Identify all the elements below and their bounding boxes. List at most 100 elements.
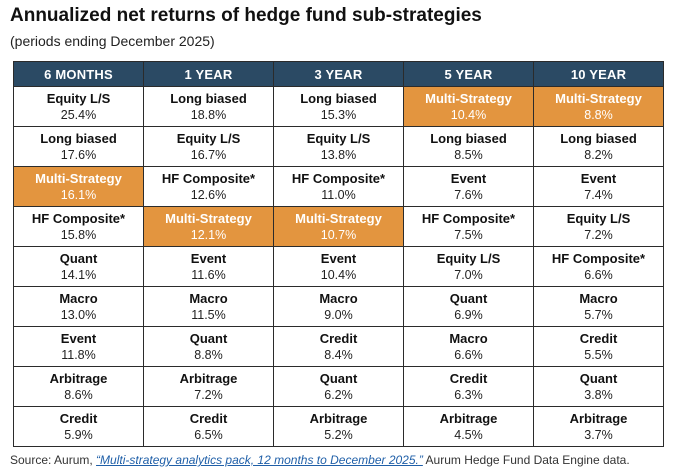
return-value: 13.0%: [60, 308, 97, 322]
return-value: 7.2%: [584, 228, 613, 242]
source-link[interactable]: “Multi-strategy analytics pack, 12 month…: [96, 453, 423, 467]
return-value: 7.2%: [194, 388, 223, 402]
source-prefix: Source: Aurum,: [10, 453, 97, 467]
column-header: 10 YEAR: [533, 61, 664, 87]
strategy-name: Macro: [579, 291, 618, 306]
table-cell: Event 11.6%: [143, 246, 274, 287]
strategy-name: Multi-Strategy: [555, 91, 642, 106]
strategy-name: Long biased: [300, 91, 377, 106]
strategy-name: Event: [60, 331, 97, 346]
return-value: 3.8%: [584, 388, 613, 402]
table-cell: Quant 6.9%: [403, 286, 534, 327]
return-value: 15.3%: [320, 108, 357, 122]
table-cell: Event 7.4%: [533, 166, 664, 207]
return-value: 18.8%: [190, 108, 227, 122]
table-cell: Macro 5.7%: [533, 286, 664, 327]
strategy-name: Arbitrage: [49, 371, 108, 386]
return-value: 8.2%: [584, 148, 613, 162]
table-row: Multi-Strategy 16.1% HF Composite* 12.6% HF …: [13, 166, 664, 207]
strategy-name: HF Composite*: [161, 171, 256, 186]
strategy-name: HF Composite*: [551, 251, 646, 266]
table-row: Long biased 17.6% Equity L/S 16.7% Equity L/…: [13, 126, 664, 167]
strategy-name: Event: [320, 251, 357, 266]
column-header: 6 MONTHS: [13, 61, 144, 87]
return-value: 6.5%: [194, 428, 223, 442]
table-row: HF Composite* 15.8% Multi-Strategy 12.1% Mul…: [13, 206, 664, 247]
return-value: 6.6%: [584, 268, 613, 282]
column-header: 5 YEAR: [403, 61, 534, 87]
strategy-name: Quant: [189, 331, 228, 346]
table-cell: Equity L/S 7.2%: [533, 206, 664, 247]
table-cell: Macro 9.0%: [273, 286, 404, 327]
strategy-name: Quant: [449, 291, 488, 306]
strategy-name: Quant: [579, 371, 618, 386]
table-row: Macro 13.0% Macro 11.5% Macro 9.0% Quant 6.9% Ma…: [13, 286, 664, 327]
strategy-name: HF Composite*: [421, 211, 516, 226]
table-row: Credit 5.9% Credit 6.5% Arbitrage 5.2% Arbitra…: [13, 406, 664, 447]
strategy-name: HF Composite*: [31, 211, 126, 226]
table-row: Equity L/S 25.4% Long biased 18.8% Long bias…: [13, 86, 664, 127]
return-value: 15.8%: [60, 228, 97, 242]
strategy-name: Arbitrage: [309, 411, 368, 426]
return-value: 11.5%: [191, 308, 226, 322]
table-cell: Credit 6.5%: [143, 406, 274, 447]
table-cell: Macro 13.0%: [13, 286, 144, 327]
return-value: 10.7%: [320, 228, 357, 242]
strategy-name: Equity L/S: [436, 251, 501, 266]
table-cell: Credit 6.3%: [403, 366, 534, 407]
return-value: 13.8%: [320, 148, 357, 162]
strategy-name: Macro: [189, 291, 228, 306]
strategy-name: Multi-Strategy: [165, 211, 252, 226]
return-value: 6.2%: [324, 388, 353, 402]
return-value: 6.3%: [454, 388, 483, 402]
return-value: 5.5%: [584, 348, 613, 362]
return-value: 5.9%: [64, 428, 93, 442]
strategy-name: HF Composite*: [291, 171, 386, 186]
return-value: 6.9%: [454, 308, 483, 322]
return-value: 25.4%: [60, 108, 97, 122]
table-cell: HF Composite* 6.6%: [533, 246, 664, 287]
return-value: 6.6%: [454, 348, 483, 362]
table-cell: Multi-Strategy 16.1%: [13, 166, 144, 207]
returns-table: 6 MONTHS 1 YEAR 3 YEAR 5 YEAR 10 YEAR Equity…: [13, 61, 664, 447]
table-cell: HF Composite* 12.6%: [143, 166, 274, 207]
strategy-name: Macro: [59, 291, 98, 306]
return-value: 11.8%: [61, 348, 96, 362]
table-row: Event 11.8% Quant 8.8% Credit 8.4% Macro 6.6% Cr…: [13, 326, 664, 367]
table-cell: Event 7.6%: [403, 166, 534, 207]
return-value: 12.1%: [190, 228, 227, 242]
strategy-name: Equity L/S: [176, 131, 241, 146]
table-cell: Credit 5.9%: [13, 406, 144, 447]
strategy-name: Quant: [319, 371, 358, 386]
table-cell: HF Composite* 15.8%: [13, 206, 144, 247]
return-value: 12.6%: [190, 188, 227, 202]
return-value: 7.4%: [584, 188, 613, 202]
table-row: Quant 14.1% Event 11.6% Event 10.4% Equity L/S…: [13, 246, 664, 287]
return-value: 3.7%: [584, 428, 613, 442]
table-cell: Arbitrage 3.7%: [533, 406, 664, 447]
source-note: Source: Aurum, “Multi-strategy analytics…: [10, 453, 630, 467]
strategy-name: Credit: [59, 411, 98, 426]
return-value: 10.4%: [320, 268, 357, 282]
table-cell: Arbitrage 5.2%: [273, 406, 404, 447]
strategy-name: Event: [190, 251, 227, 266]
table-cell: Credit 5.5%: [533, 326, 664, 367]
strategy-name: Multi-Strategy: [425, 91, 512, 106]
table-row: Arbitrage 8.6% Arbitrage 7.2% Quant 6.2% Credi…: [13, 366, 664, 407]
table-cell: Long biased 8.2%: [533, 126, 664, 167]
chart-subtitle: (periods ending December 2025): [10, 33, 215, 49]
return-value: 7.0%: [454, 268, 483, 282]
table-cell: Quant 6.2%: [273, 366, 404, 407]
table-header-row: 6 MONTHS 1 YEAR 3 YEAR 5 YEAR 10 YEAR: [13, 61, 664, 87]
column-header: 3 YEAR: [273, 61, 404, 87]
return-value: 4.5%: [454, 428, 483, 442]
return-value: 8.4%: [324, 348, 353, 362]
return-value: 11.0%: [321, 188, 356, 202]
return-value: 16.7%: [190, 148, 227, 162]
table-cell: Equity L/S 13.8%: [273, 126, 404, 167]
return-value: 9.0%: [324, 308, 353, 322]
return-value: 10.4%: [450, 108, 487, 122]
chart-title: Annualized net returns of hedge fund sub…: [10, 5, 482, 26]
table-cell: Long biased 15.3%: [273, 86, 404, 127]
strategy-name: Credit: [449, 371, 488, 386]
